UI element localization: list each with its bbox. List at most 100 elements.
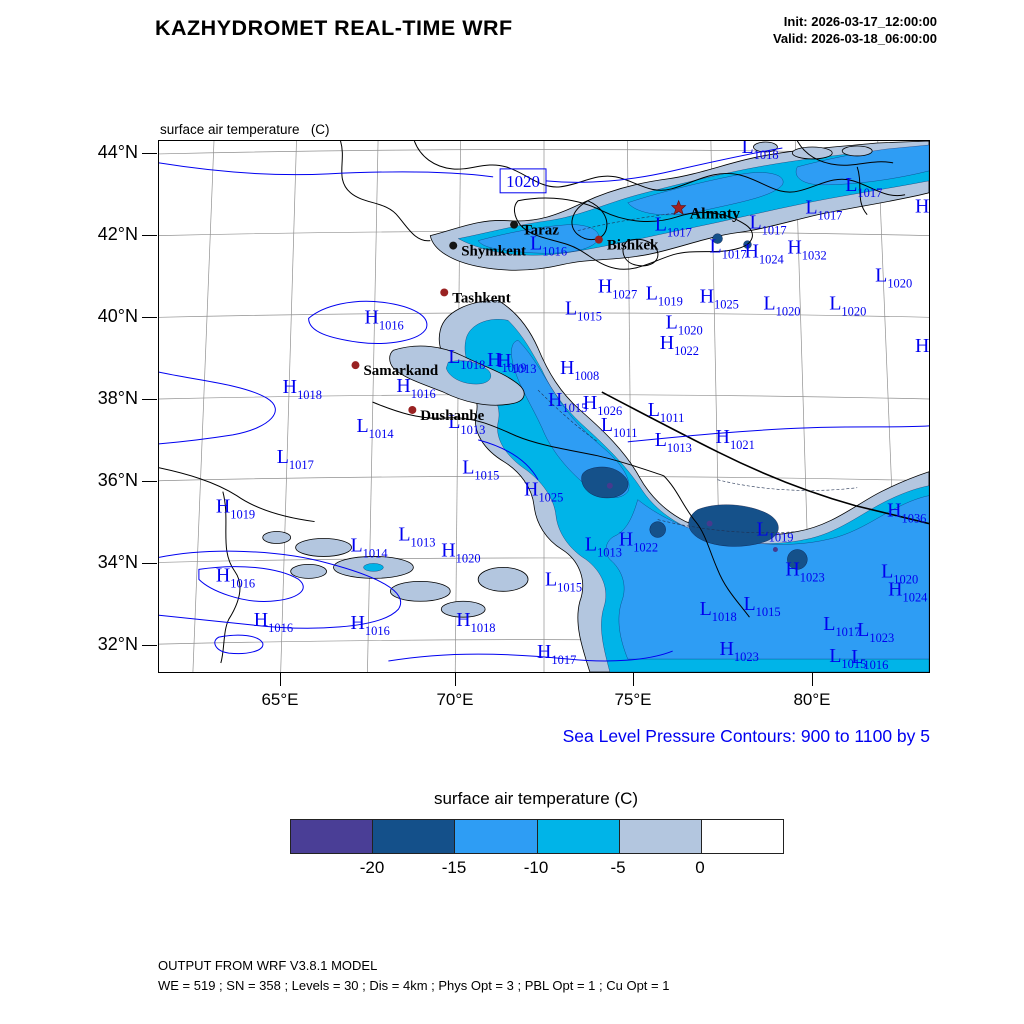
lon-tick-mark [812, 672, 813, 686]
city-marker: Dushanbe [408, 406, 485, 424]
pressure-marker-h: H1016 [254, 609, 293, 635]
pressure-marker-h: H1016 [915, 196, 929, 222]
pressure-marker-l: L1020 [875, 264, 912, 290]
pressure-marker-l: L1013 [655, 429, 692, 455]
lat-tick-label: 44°N [97, 142, 138, 162]
colorbar-tick-label: -10 [523, 858, 549, 877]
colorbar-segment [454, 820, 537, 853]
footer-config: WE = 519 ; SN = 358 ; Levels = 30 ; Dis … [158, 978, 670, 993]
pressure-marker-l: L1020 [829, 292, 866, 318]
pressure-marker-h: H1017 [537, 641, 576, 667]
political-borders [159, 141, 929, 664]
city-label: Bishkek [607, 238, 659, 254]
lon-tick-label: 65°E [261, 690, 299, 709]
lat-tick-mark [142, 399, 157, 400]
colorbar-tick-label: 0 [695, 858, 705, 877]
lat-tick-mark [142, 481, 157, 482]
svg-text:1020: 1020 [506, 172, 540, 191]
city-marker: Almaty [670, 199, 741, 223]
colorbar-segment [700, 820, 784, 853]
pressure-marker-l: L1011 [648, 399, 685, 425]
pressure-marker-h: H1016 [915, 335, 929, 361]
pressure-marker-l: L1017 [710, 236, 747, 262]
city-label: Dushanbe [420, 408, 484, 424]
colorbar-tick-label: -5 [610, 858, 626, 877]
lat-tick-label: 36°N [97, 470, 138, 490]
lon-tick-mark [455, 672, 456, 686]
pressure-marker-l: L1013 [398, 524, 435, 550]
pressure-marker-l: L1013 [448, 411, 485, 437]
city-label: Tashkent [452, 290, 510, 306]
lat-tick-mark [142, 645, 157, 646]
city-marker: Taraz [510, 220, 559, 239]
city-label: Taraz [522, 223, 559, 239]
city-label: Samarkand [363, 363, 438, 379]
pressure-marker-h: H1016 [216, 564, 255, 590]
pressure-marker-l: L1015 [545, 568, 582, 594]
pressure-marker-h: H1016 [351, 612, 390, 638]
city-marker: Tashkent [440, 288, 511, 306]
lat-tick-label: 32°N [97, 634, 138, 654]
colorbar-tick-label: -15 [441, 858, 467, 877]
field-label-temperature: surface air temperature (C) [160, 122, 330, 137]
footer-model: OUTPUT FROM WRF V3.8.1 MODEL [158, 958, 378, 973]
colorbar-title: surface air temperature (C) [433, 789, 639, 808]
pressure-marker-h: H1021 [716, 426, 755, 452]
pressure-marker-l: L1017 [277, 446, 314, 472]
lat-tick-label: 38°N [97, 388, 138, 408]
city-label: Almaty [690, 206, 741, 223]
city-label: Shymkent [461, 244, 526, 260]
pressure-marker-h: H1019 [487, 349, 526, 375]
lon-tick-label: 75°E [614, 690, 652, 709]
lon-tick-mark [280, 672, 281, 686]
valid-time: Valid: 2026-03-18_06:00:00 [772, 31, 937, 46]
lat-tick-label: 42°N [97, 224, 138, 244]
init-time: Init: 2026-03-17_12:00:00 [783, 14, 937, 29]
lon-tick-label: 70°E [436, 690, 474, 709]
city-dot-icon [449, 241, 458, 250]
slp-contours [159, 147, 929, 662]
city-dot-icon [351, 361, 360, 370]
city-dot-icon [408, 406, 417, 414]
city-dot-icon [594, 235, 603, 244]
dashed-contour-texture [537, 212, 858, 534]
map-plot-area: 1020 L1018L1017H1016L1017L1017L1017L1016… [158, 140, 930, 673]
colorbar-segment [536, 820, 619, 853]
lat-tick-mark [142, 235, 157, 236]
lat-tick-label: 34°N [97, 552, 138, 572]
city-markers-layer: Almaty Taraz Shymkent Bishkek Tashkent Samark… [351, 199, 741, 424]
pressure-marker-l: L1019 [646, 282, 683, 308]
pressure-marker-h: H1027 [598, 275, 637, 301]
pressure-marker-l: L1014 [351, 534, 389, 560]
pressure-marker-h: H1025 [700, 285, 739, 311]
city-dot-icon [440, 288, 449, 297]
city-marker: Samarkand [351, 361, 439, 379]
colorbar-segment [372, 820, 455, 853]
pressure-marker-h: H1032 [787, 237, 826, 263]
run-info: Init: 2026-03-17_12:00:00 Valid: 2026-03… [773, 13, 937, 47]
page-title: KAZHYDROMET REAL-TIME WRF [155, 16, 513, 40]
city-marker: Bishkek [594, 235, 659, 254]
lon-tick-mark [633, 672, 634, 686]
colorbar-segment [618, 820, 701, 853]
colorbar-tick-label: -20 [359, 858, 385, 877]
lat-tick-label: 40°N [97, 306, 138, 326]
pressure-marker-l: L1015 [565, 297, 602, 323]
pressure-marker-h: H1022 [619, 528, 658, 554]
pressure-marker-l: L1015 [462, 457, 499, 483]
lon-tick-label: 80°E [793, 690, 831, 709]
pressure-marker-l: L1014 [356, 415, 394, 441]
city-star-icon [670, 199, 687, 216]
contour-note: Sea Level Pressure Contours: 900 to 1100… [562, 726, 930, 746]
pressure-marker-h: H1008 [560, 357, 599, 383]
lat-tick-mark [142, 317, 157, 318]
pressure-marker-h: H1019 [216, 496, 255, 522]
lat-tick-mark [142, 563, 157, 564]
pressure-marker-h: H1020 [441, 539, 480, 565]
pressure-marker-h: H1024 [744, 241, 784, 267]
city-dot-icon [510, 220, 519, 229]
weather-map: 1020 L1018L1017H1016L1017L1017L1017L1016… [159, 141, 929, 672]
city-marker: Shymkent [449, 241, 526, 260]
slp-contour-boxed-label: 1020 [499, 168, 547, 194]
